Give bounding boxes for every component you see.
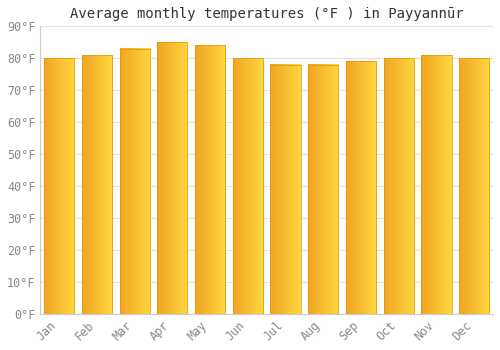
Bar [195,46,225,314]
Bar [270,65,300,314]
Bar [459,58,490,314]
Bar [82,55,112,314]
Bar [44,58,74,314]
Bar [384,58,414,314]
Bar [232,58,263,314]
Bar [120,49,150,314]
Title: Average monthly temperatures (°F ) in Payyannūr: Average monthly temperatures (°F ) in Pa… [70,7,464,21]
Bar [158,42,188,314]
Bar [308,65,338,314]
Bar [346,62,376,314]
Bar [422,55,452,314]
